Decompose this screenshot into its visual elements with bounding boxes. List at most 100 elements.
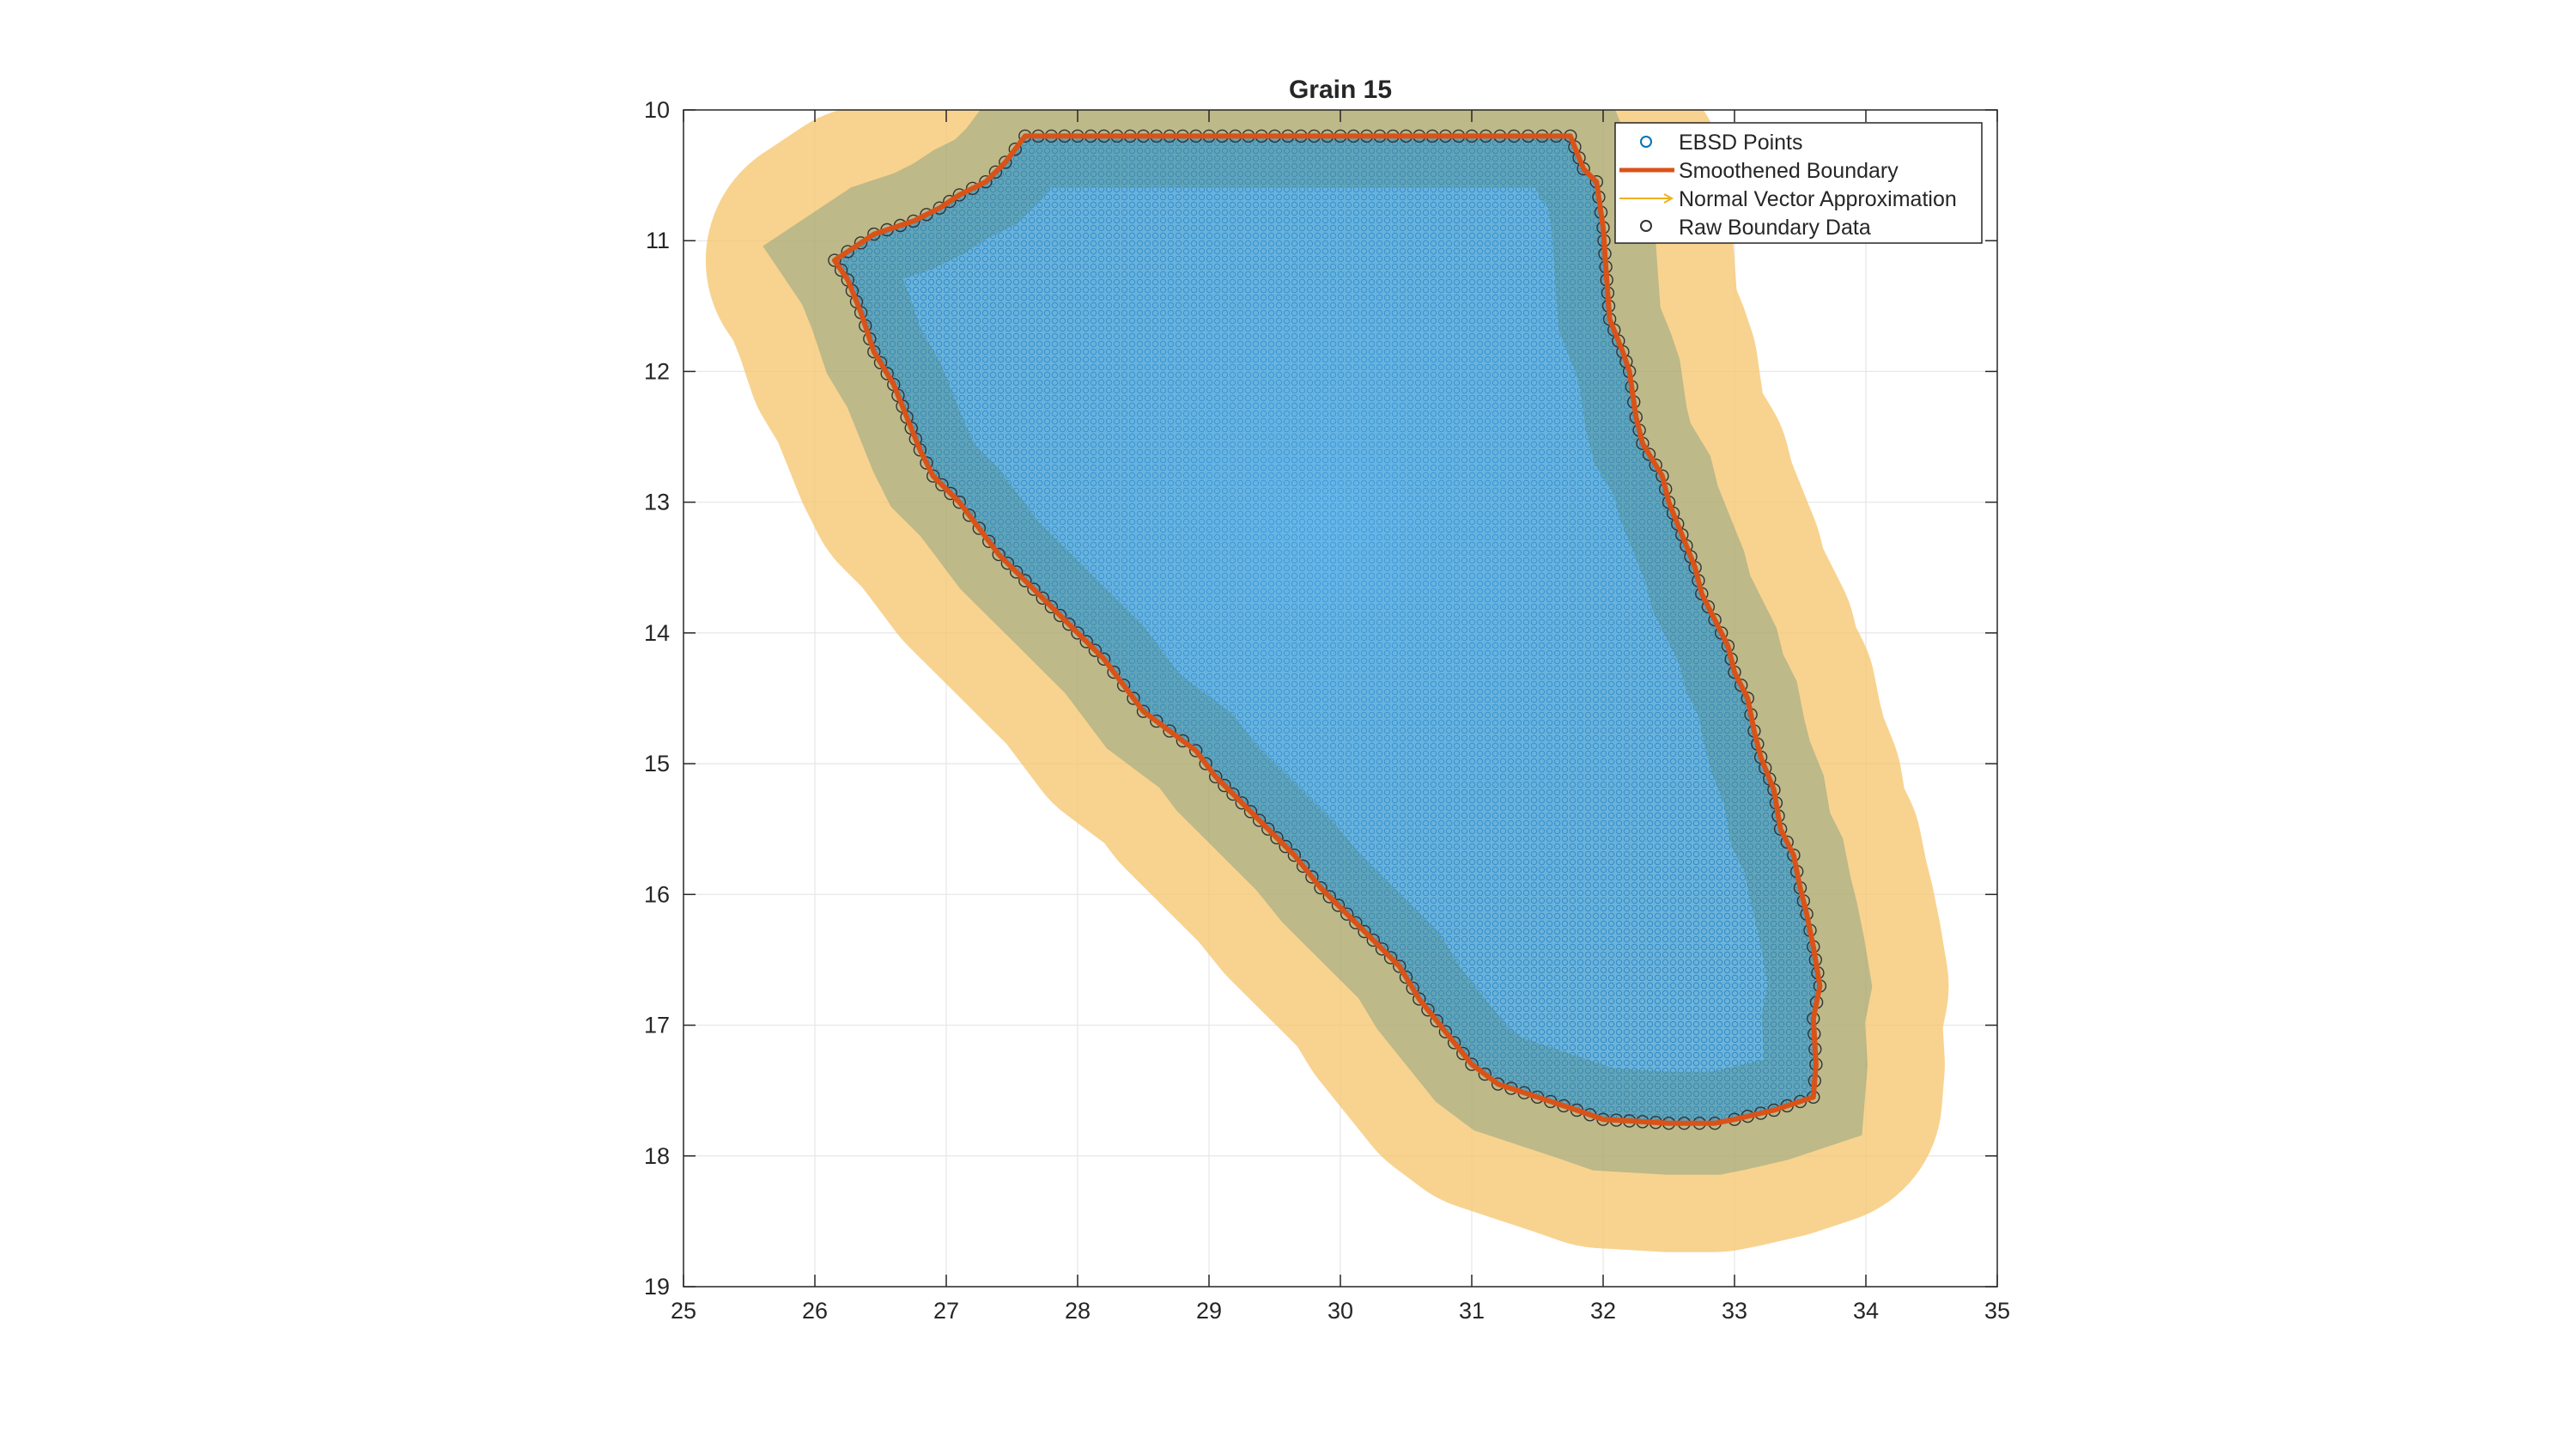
raw-boundary-point — [926, 469, 940, 483]
grain-shading — [834, 136, 1820, 1123]
raw-boundary-point — [1366, 933, 1381, 947]
legend-ebsd-marker-icon — [1640, 136, 1652, 148]
raw-boundary-point — [1383, 951, 1398, 965]
legend-normal-label: Normal Vector Approximation — [1679, 187, 1957, 211]
raw-boundary-point — [1478, 1067, 1492, 1081]
raw-boundary-point — [1270, 831, 1284, 845]
x-tick-label: 31 — [1459, 1298, 1485, 1324]
raw-boundary-point — [1349, 916, 1363, 930]
x-tick-label: 25 — [671, 1298, 696, 1324]
y-tick-label: 12 — [644, 358, 670, 384]
legend-raw-marker-icon — [1640, 220, 1652, 232]
x-tick-label: 32 — [1590, 1298, 1616, 1324]
raw-boundary-point — [981, 534, 996, 548]
raw-boundary-point — [920, 456, 933, 470]
y-tick-label: 18 — [644, 1143, 670, 1169]
raw-boundary-point — [1053, 608, 1067, 623]
raw-boundary-point — [1009, 565, 1024, 579]
y-tick-label: 10 — [644, 97, 670, 123]
legend-arrow-icon — [1619, 193, 1674, 204]
raw-boundary-point — [1413, 992, 1426, 1006]
raw-boundary-point — [944, 486, 957, 501]
raw-boundary-point — [1279, 839, 1292, 854]
x-tick-label: 26 — [802, 1298, 828, 1324]
raw-boundary-point — [1136, 704, 1151, 718]
raw-boundary-point — [873, 356, 888, 369]
raw-boundary-point — [1780, 835, 1794, 849]
raw-boundary-point — [1734, 679, 1748, 692]
raw-boundary-point — [1296, 859, 1310, 874]
raw-boundary-point — [972, 521, 987, 535]
raw-boundary-point — [1208, 770, 1223, 783]
plot-area — [705, 110, 1949, 1252]
raw-boundary-point — [834, 263, 848, 277]
y-tick-label: 13 — [644, 490, 670, 515]
x-tick-label: 27 — [933, 1298, 959, 1324]
x-tick-label: 28 — [1065, 1298, 1091, 1324]
legend-boundary-label: Smoothened Boundary — [1679, 159, 1899, 183]
raw-boundary-point — [1714, 626, 1728, 640]
raw-boundary-point — [965, 181, 980, 196]
x-tick-label: 30 — [1327, 1298, 1353, 1324]
raw-boundary-point — [933, 201, 947, 215]
raw-boundary-point — [854, 236, 868, 250]
raw-boundary-point — [1465, 1057, 1479, 1071]
raw-boundary-point — [1261, 822, 1275, 836]
legend: EBSD Points Smoothened Boundary Normal V… — [1614, 122, 1983, 244]
raw-boundary-point — [1406, 981, 1419, 995]
raw-boundary-point — [952, 188, 967, 202]
raw-boundary-point — [979, 174, 993, 189]
raw-boundary-point — [1226, 787, 1240, 801]
raw-boundary-point — [1456, 1046, 1470, 1061]
raw-boundary-point — [1314, 880, 1327, 895]
y-tick-label: 16 — [644, 881, 670, 907]
raw-boundary-point — [1393, 959, 1406, 973]
raw-boundary-point — [1097, 652, 1111, 666]
raw-boundary-point — [999, 155, 1012, 169]
raw-boundary-point — [1430, 1014, 1443, 1028]
raw-boundary-point — [1305, 870, 1319, 884]
y-tick-label: 17 — [644, 1013, 670, 1038]
raw-boundary-point — [1218, 778, 1231, 793]
raw-boundary-point — [1447, 1036, 1461, 1050]
raw-boundary-point — [1399, 970, 1413, 984]
raw-boundary-point — [880, 367, 894, 381]
raw-boundary-point — [1438, 1025, 1453, 1038]
raw-boundary-point — [1150, 714, 1163, 728]
raw-boundary-point — [1649, 458, 1662, 472]
raw-boundary-point — [1375, 942, 1389, 956]
raw-boundary-point — [920, 208, 933, 222]
x-tick-label: 35 — [1984, 1298, 2010, 1324]
raw-boundary-point — [841, 245, 854, 259]
y-tick-label: 14 — [644, 620, 670, 646]
smoothened-boundary-line — [831, 133, 1823, 1126]
raw-boundary-point — [1701, 600, 1716, 614]
raw-boundary-point — [963, 508, 976, 522]
raw-boundary-point — [1421, 1003, 1435, 1017]
x-tick-label: 34 — [1853, 1298, 1879, 1324]
raw-boundary-point — [1708, 613, 1722, 627]
raw-boundary-point — [1358, 924, 1371, 939]
raw-boundary-point — [1287, 849, 1302, 862]
raw-boundary-point — [1079, 635, 1093, 648]
x-tick-label: 29 — [1196, 1298, 1222, 1324]
raw-boundary-point — [1176, 734, 1190, 748]
raw-boundary-point — [1062, 618, 1076, 631]
raw-boundary-point — [1088, 643, 1103, 657]
raw-boundary-point — [1044, 600, 1059, 614]
raw-boundary-point — [1163, 724, 1176, 738]
raw-boundary-point — [992, 547, 1005, 562]
chart-title: Grain 15 — [1289, 76, 1392, 104]
raw-boundary-point — [952, 496, 967, 509]
raw-boundary-point — [1008, 142, 1023, 156]
raw-boundary-point — [1331, 898, 1346, 912]
raw-boundary-point — [1199, 757, 1212, 770]
raw-boundary-point — [1243, 805, 1258, 819]
raw-boundary-point — [1188, 744, 1203, 758]
raw-boundary-point — [1018, 574, 1032, 588]
y-tick-label: 19 — [644, 1274, 670, 1300]
legend-ebsd-label: EBSD Points — [1679, 131, 1803, 155]
legend-raw-label: Raw Boundary Data — [1679, 216, 1871, 240]
raw-boundary-point — [943, 194, 957, 209]
